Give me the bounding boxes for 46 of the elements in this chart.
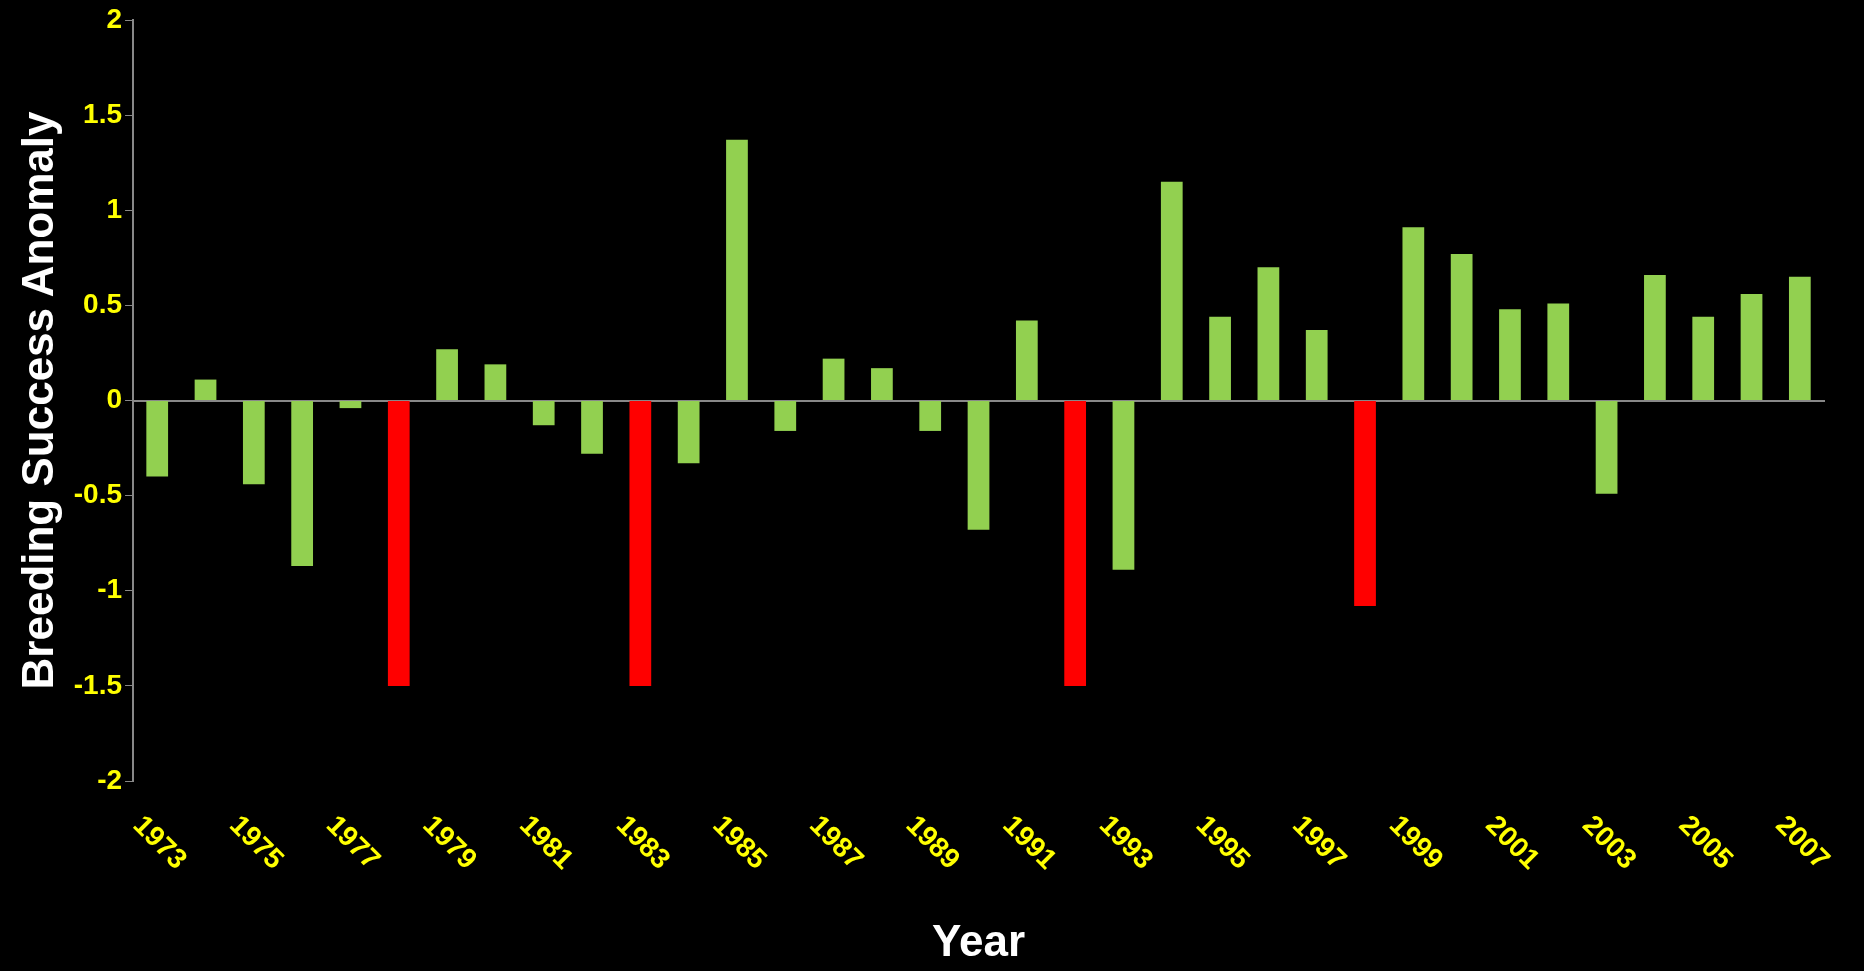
y-tick-label: 0 — [106, 383, 123, 415]
bar — [1644, 274, 1666, 400]
bar — [726, 139, 748, 400]
bar — [1595, 401, 1618, 494]
bar — [1112, 401, 1135, 570]
bar — [1209, 316, 1231, 400]
bar — [194, 379, 217, 400]
bar — [1450, 254, 1473, 400]
bar — [1547, 303, 1570, 400]
y-tick-label: -0.5 — [73, 478, 123, 510]
x-axis-title: Year — [932, 916, 1026, 966]
bar — [581, 401, 603, 454]
bar — [1499, 309, 1521, 400]
bar — [1354, 401, 1376, 606]
bar — [1160, 181, 1183, 400]
y-tick-label: 0.5 — [83, 288, 123, 320]
bar — [774, 401, 797, 431]
bar — [1305, 330, 1328, 400]
bar — [436, 349, 458, 400]
bar — [871, 368, 893, 400]
bar — [1788, 276, 1811, 400]
bar — [532, 401, 555, 426]
bar — [822, 358, 845, 400]
bar — [242, 401, 265, 485]
bar — [146, 401, 169, 477]
y-tick-label: 1.5 — [83, 97, 123, 129]
y-tick-label: -1 — [97, 573, 123, 605]
bar — [629, 401, 652, 686]
bar — [677, 401, 700, 464]
bar — [291, 401, 314, 567]
bar — [1740, 293, 1763, 400]
bar — [339, 401, 362, 409]
y-tick-label: -2 — [97, 763, 123, 795]
bar — [919, 401, 942, 431]
bar — [387, 401, 410, 686]
y-tick-label: -1.5 — [73, 668, 123, 700]
y-tick-label: 1 — [106, 192, 123, 224]
y-axis-title: Breeding Success Anomaly — [12, 111, 62, 690]
bar — [1015, 320, 1038, 400]
bar — [1692, 316, 1715, 400]
bar — [484, 364, 507, 400]
bar — [1402, 227, 1425, 400]
y-tick-label: 2 — [106, 2, 123, 34]
bar — [967, 401, 990, 530]
bar — [1257, 267, 1280, 400]
bar — [1064, 401, 1087, 686]
